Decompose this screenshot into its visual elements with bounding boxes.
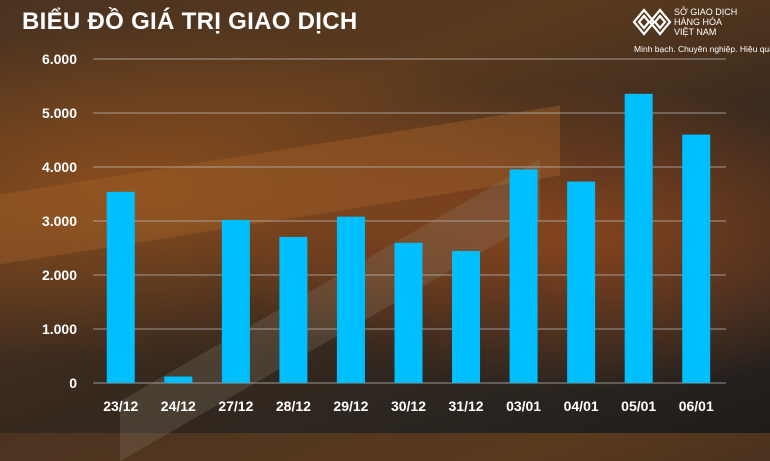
x-tick-label: 29/12 [333, 398, 368, 414]
logo-slogan: Minh bạch. Chuyên nghiệp. Hiệu quả [634, 44, 770, 54]
x-tick-label: 23/12 [103, 398, 138, 414]
y-tick-label: 3.000 [42, 213, 77, 229]
y-tick-label: 5.000 [42, 105, 77, 121]
bar-29/12 [336, 216, 365, 383]
logo-line2: HÀNG HÓA [674, 17, 723, 27]
bar-24/12 [164, 376, 193, 383]
bar-04/01 [567, 181, 596, 383]
x-tick-label: 28/12 [276, 398, 311, 414]
x-tick-label: 30/12 [391, 398, 426, 414]
bar-03/01 [509, 169, 538, 383]
logo-mark-icon [632, 8, 672, 36]
bar-28/12 [279, 236, 308, 383]
y-tick-label: 1.000 [42, 321, 77, 337]
y-tick-label: 6.000 [42, 51, 77, 67]
y-tick-label: 2.000 [42, 267, 77, 283]
x-tick-label: 27/12 [218, 398, 253, 414]
bar-23/12 [106, 191, 135, 383]
bar-06/01 [682, 134, 711, 383]
y-tick-label: 0 [69, 375, 77, 391]
bar-05/01 [624, 93, 653, 383]
x-tick-label: 06/01 [679, 398, 714, 414]
x-tick-label: 04/01 [564, 398, 599, 414]
x-tick-label: 03/01 [506, 398, 541, 414]
logo-line3: VIỆT NAM [674, 27, 717, 37]
page-title: BIỂU ĐỒ GIÁ TRỊ GIAO DỊCH [22, 8, 358, 35]
x-tick-label: 31/12 [449, 398, 484, 414]
logo: SỞ GIAO DỊCH HÀNG HÓA VIỆT NAM Minh bạch… [632, 4, 770, 54]
x-tick-label: 05/01 [621, 398, 656, 414]
bar-27/12 [221, 219, 250, 383]
x-tick-label: 24/12 [161, 398, 196, 414]
bar-31/12 [452, 250, 481, 383]
bar-30/12 [394, 242, 423, 383]
y-tick-label: 4.000 [42, 159, 77, 175]
bar-chart: 0 1.000 2.000 3.000 4.000 5.000 6.000 23/12 24/1… [42, 51, 726, 414]
logo-line1: SỞ GIAO DỊCH [674, 7, 738, 17]
